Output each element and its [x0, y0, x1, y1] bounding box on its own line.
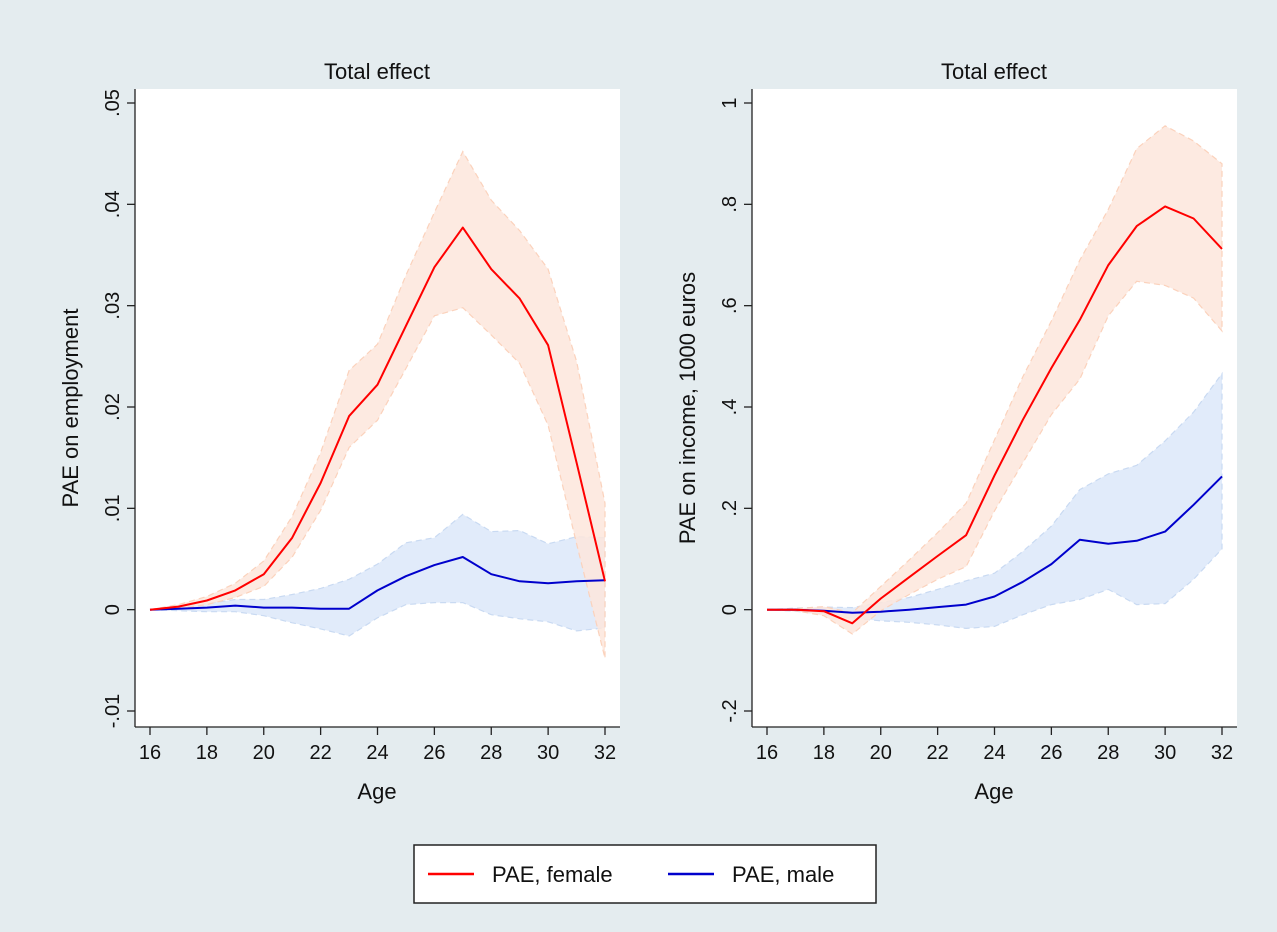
axes-employment: 16 18 20 22 24 26 28 30 32 -.01 0 .01 .02 .03 .04 .05: [102, 89, 620, 764]
xlabel-employment: Age: [357, 779, 396, 804]
ci-bands-income: [766, 125, 1223, 635]
legend-label-female: PAE, female: [492, 862, 613, 887]
x-tick-label-income: 32: [1211, 742, 1233, 764]
y-tick-label-employment: -.01: [102, 694, 124, 728]
axes-income: 16 18 20 22 24 26 28 30 32 -.2 0 .2 .4 .6 .8 1: [719, 89, 1237, 764]
y-tick-label-employment: .04: [102, 190, 124, 218]
ylabel-income: PAE on income, 1000 euros: [675, 272, 700, 544]
x-tick-label-income: 18: [813, 742, 835, 764]
ci-band-male-income: [766, 371, 1223, 630]
y-tick-label-employment: .01: [102, 494, 124, 522]
series-lines-income: [767, 205, 1223, 625]
x-tick-label-employment: 18: [196, 742, 218, 764]
x-tick-label-employment: 24: [366, 742, 388, 764]
x-tick-label-income: 22: [927, 742, 949, 764]
y-tick-label-income: .8: [719, 196, 741, 213]
y-tick-label-income: 1: [719, 97, 741, 108]
panel-employment: 16 18 20 22 24 26 28 30 32 -.01 0 .01 .02 .03 .04 .05 T…: [58, 59, 620, 804]
ci-bands-employment: [149, 150, 606, 659]
x-tick-label-employment: 30: [537, 742, 559, 764]
x-tick-label-employment: 22: [310, 742, 332, 764]
x-tick-label-income: 16: [756, 742, 778, 764]
x-tick-label-employment: 32: [594, 742, 616, 764]
x-tick-label-income: 26: [1040, 742, 1062, 764]
x-tick-label-income: 24: [983, 742, 1005, 764]
x-tick-label-employment: 26: [423, 742, 445, 764]
x-tick-label-employment: 28: [480, 742, 502, 764]
series-line-female-employment: [149, 226, 606, 611]
ci-band-female-employment: [149, 150, 606, 659]
x-tick-label-employment: 20: [253, 742, 275, 764]
panel-income: 16 18 20 22 24 26 28 30 32 -.2 0 .2 .4 .6 .8 1 Total ef…: [675, 59, 1237, 804]
x-tick-label-employment: 16: [139, 742, 161, 764]
y-tick-label-income: .6: [719, 297, 741, 314]
x-tick-label-income: 20: [870, 742, 892, 764]
y-tick-label-employment: .03: [102, 292, 124, 320]
legend-box: [413, 844, 877, 904]
title-employment: Total effect: [324, 59, 430, 84]
y-tick-label-income: -.2: [719, 699, 741, 722]
series-line-female-income: [767, 205, 1223, 625]
ci-band-female-income: [766, 125, 1223, 635]
xlabel-income: Age: [974, 779, 1013, 804]
y-tick-label-employment: .05: [102, 89, 124, 117]
y-tick-label-income: .2: [719, 500, 741, 517]
y-tick-label-employment: .02: [102, 393, 124, 421]
legend-label-male: PAE, male: [732, 862, 834, 887]
title-income: Total effect: [941, 59, 1047, 84]
series-line-male-employment: [149, 556, 606, 611]
x-tick-label-income: 30: [1154, 742, 1176, 764]
ylabel-employment: PAE on employment: [58, 309, 83, 508]
series-line-male-income: [767, 475, 1223, 614]
legend: PAE, female PAE, male: [413, 844, 877, 904]
y-tick-label-income: 0: [719, 604, 741, 615]
x-tick-label-income: 28: [1097, 742, 1119, 764]
series-lines-employment: [149, 226, 606, 611]
y-tick-label-employment: 0: [102, 604, 124, 615]
y-tick-label-income: .4: [719, 399, 741, 416]
